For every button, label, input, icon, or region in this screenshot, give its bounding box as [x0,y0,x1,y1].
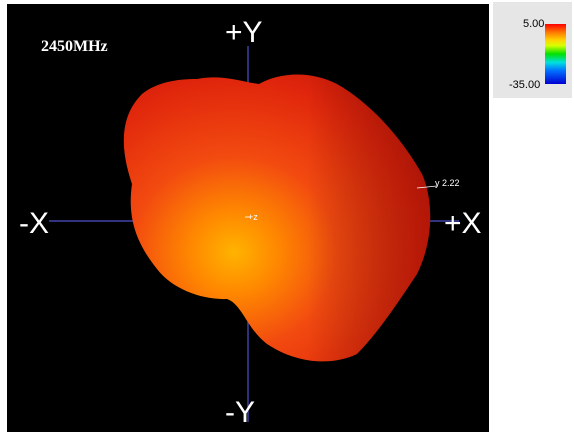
radiation-pattern-canvas [49,46,459,422]
plus-x-axis-label: +X [444,207,482,240]
plus-y-axis-label: +Y [225,16,263,49]
radiation-pattern-viewport[interactable]: 2450MHz +Y -Y -X +X +z y 2.22 [7,4,489,432]
legend-colorbar [545,24,566,84]
frequency-label: 2450MHz [41,38,108,55]
peak-marker-label: y 2.22 [435,178,460,188]
minus-x-axis-label: -X [19,207,49,240]
plus-z-axis-label: +z [248,212,258,222]
legend-max-label: 5.00 [523,18,545,30]
color-legend: 5.00 -35.00 [493,2,572,98]
minus-y-axis-label: -Y [225,396,255,429]
peak-marker-line [416,185,438,189]
legend-min-label: -35.00 [509,79,541,91]
radiation-pattern-shading [123,74,431,362]
